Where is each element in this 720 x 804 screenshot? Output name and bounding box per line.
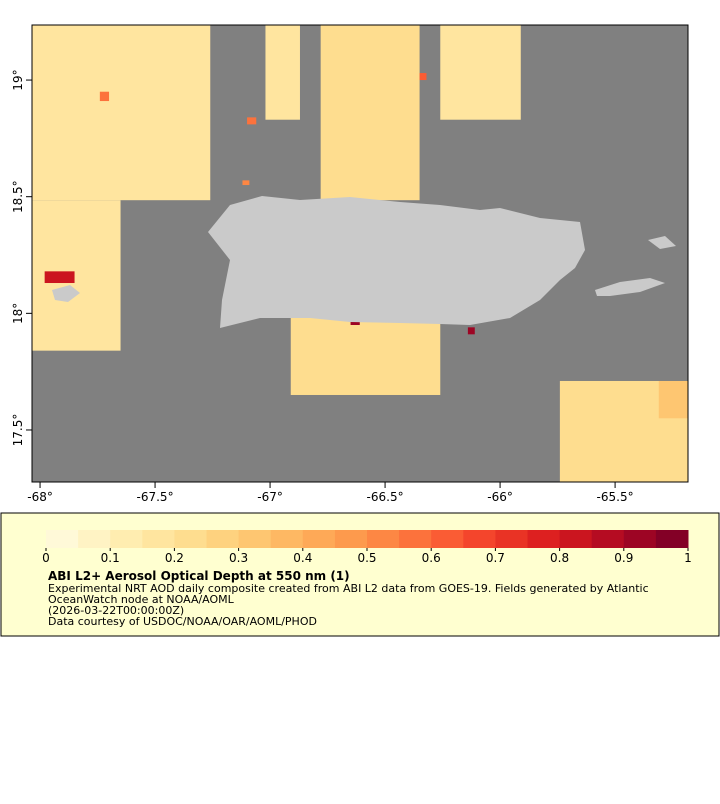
map-frame xyxy=(31,24,689,483)
colorbar-tick-label: 0 xyxy=(42,551,50,565)
aod-cell xyxy=(419,73,427,81)
aod-cell xyxy=(290,318,441,395)
colorbar-swatch xyxy=(399,530,432,548)
colorbar-tick-label: 1 xyxy=(684,551,692,565)
aod-cell xyxy=(247,117,257,125)
colorbar-tick-label: 0.5 xyxy=(357,551,376,565)
colorbar-tick-label: 0.7 xyxy=(486,551,505,565)
x-tick-label: -67.5° xyxy=(137,490,174,504)
y-tick-label: 18.5° xyxy=(11,180,25,213)
colorbar-swatch xyxy=(367,530,400,548)
colorbar-swatch xyxy=(495,530,528,548)
puerto-rico xyxy=(208,196,585,328)
aod-cell xyxy=(99,91,110,102)
colorbar-swatch xyxy=(655,530,689,548)
x-tick-label: -68° xyxy=(27,490,53,504)
x-tick-label: -66.5° xyxy=(367,490,404,504)
colorbar-swatch xyxy=(46,530,79,548)
colorbar-swatch xyxy=(270,530,304,548)
colorbar-tick-label: 0.6 xyxy=(422,551,441,565)
colorbar-tick-label: 0.8 xyxy=(550,551,569,565)
culebra xyxy=(648,236,676,249)
colorbar-tick-label: 0.1 xyxy=(101,551,120,565)
x-tick-label: -67° xyxy=(257,490,283,504)
legend-description: OceanWatch node at NOAA/AOML xyxy=(48,593,235,606)
colorbar-tick-label: 0.9 xyxy=(614,551,633,565)
y-tick-label: 19° xyxy=(11,69,25,90)
colorbar-swatch xyxy=(238,530,272,548)
colorbar-swatch xyxy=(110,530,143,548)
aod-cell xyxy=(242,180,250,186)
legend-description: Data courtesy of USDOC/NOAA/OAR/AOML/PHO… xyxy=(48,615,317,628)
x-tick-label: -66° xyxy=(487,490,513,504)
colorbar-swatch xyxy=(623,530,657,548)
colorbar-swatch xyxy=(559,530,593,548)
colorbar-tick-label: 0.4 xyxy=(293,551,312,565)
legend-description: Experimental NRT AOD daily composite cre… xyxy=(48,582,649,595)
aod-cell xyxy=(32,25,211,201)
colorbar-swatch xyxy=(334,530,368,548)
x-tick-label: -65.5° xyxy=(597,490,634,504)
colorbar-swatch xyxy=(463,530,496,548)
mona-island xyxy=(52,285,80,302)
colorbar-swatch xyxy=(206,530,240,548)
aod-cell xyxy=(320,25,420,201)
legend-description: (2026-03-22T00:00:00Z) xyxy=(48,604,184,617)
aod-cell xyxy=(440,25,521,120)
colorbar-swatch xyxy=(302,530,336,548)
aod-cell xyxy=(658,380,688,419)
colorbar-tick-label: 0.3 xyxy=(229,551,248,565)
aod-cell xyxy=(350,320,360,326)
colorbar-swatch xyxy=(78,530,111,548)
colorbar-swatch xyxy=(142,530,175,548)
aod-cell xyxy=(467,327,475,335)
colorbar-swatch xyxy=(174,530,207,548)
y-tick-label: 17.5° xyxy=(11,414,25,447)
aod-cell xyxy=(265,25,300,120)
vieques xyxy=(595,278,665,296)
colorbar-swatch xyxy=(431,530,464,548)
colorbar-swatch xyxy=(527,530,561,548)
colorbar-swatch xyxy=(591,530,625,548)
y-tick-label: 18° xyxy=(11,303,25,324)
legend-title: ABI L2+ Aerosol Optical Depth at 550 nm … xyxy=(48,569,350,583)
aod-cell xyxy=(44,271,75,284)
colorbar-tick-label: 0.2 xyxy=(165,551,184,565)
